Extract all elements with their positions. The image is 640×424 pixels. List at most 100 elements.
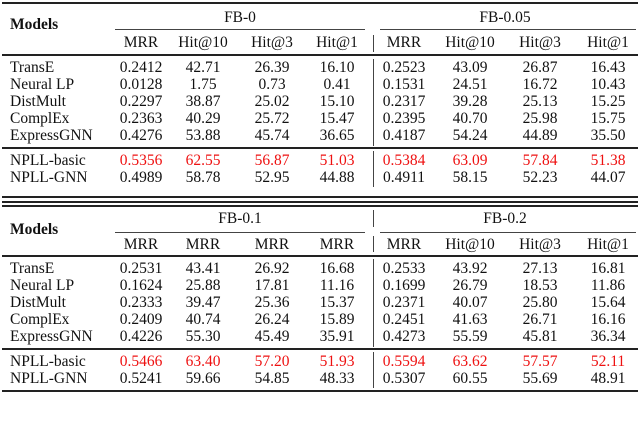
model-name: NPLL-basic [10, 353, 86, 370]
metric-value: 0.2523 [382, 59, 426, 76]
section-rule [2, 348, 638, 350]
group-header: FB-0.1 [218, 210, 262, 227]
header-rule [2, 54, 638, 56]
metric-value: 25.80 [522, 294, 558, 311]
metric-value: 0.5241 [119, 370, 163, 387]
metric-value: 45.49 [254, 328, 290, 345]
top-rule [2, 2, 638, 4]
column-header: Hit@3 [519, 236, 561, 253]
model-name: TransE [10, 59, 55, 76]
metric-value: 0.5307 [382, 370, 426, 387]
metric-value: 0.2395 [382, 110, 426, 127]
column-header: MRR [123, 236, 159, 253]
metric-value: 63.62 [452, 353, 488, 370]
metric-value: 0.0128 [119, 76, 163, 93]
models-header: Models [10, 16, 59, 33]
column-header: Hit@10 [445, 34, 495, 51]
metric-value: 55.69 [522, 370, 558, 387]
model-name: DistMult [10, 93, 66, 110]
metric-value: 40.74 [185, 311, 221, 328]
results-table: Models FB-0.1 FB-0.2 MRR MRR MRR MRR MRR Hit@10 H… [0, 200, 640, 400]
metric-value: 57.84 [522, 152, 558, 169]
model-name: ComplEx [10, 311, 70, 328]
model-name: ExpressGNN [10, 328, 93, 345]
metric-value: 40.29 [185, 110, 221, 127]
metric-value: 15.37 [319, 294, 355, 311]
metric-value: 1.75 [189, 76, 217, 93]
metric-value: 0.1624 [119, 277, 163, 294]
metric-value: 58.78 [185, 169, 221, 186]
bottom-rule [2, 390, 638, 392]
group-rule [380, 232, 636, 233]
metric-value: 0.5384 [382, 152, 426, 169]
metric-value: 43.92 [452, 260, 488, 277]
metric-value: 52.23 [522, 169, 558, 186]
metric-value: 0.2333 [119, 294, 163, 311]
metric-value: 11.16 [319, 277, 355, 294]
metric-value: 15.47 [319, 110, 355, 127]
group-rule [380, 29, 636, 30]
metric-value: 16.72 [522, 76, 558, 93]
metric-value: 48.91 [590, 370, 626, 387]
column-separator [373, 35, 374, 52]
metric-value: 15.64 [590, 294, 626, 311]
bottom-rule [2, 196, 638, 198]
column-header: Hit@10 [445, 236, 495, 253]
metric-value: 15.75 [590, 110, 626, 127]
metric-value: 51.93 [319, 353, 355, 370]
column-header: MRR [185, 236, 221, 253]
metric-value: 0.4187 [382, 127, 426, 144]
metric-value: 41.63 [452, 311, 488, 328]
metric-value: 0.4273 [382, 328, 426, 345]
models-header: Models [10, 221, 59, 238]
column-separator [373, 59, 374, 146]
metric-value: 54.24 [452, 127, 488, 144]
column-header: MRR [386, 236, 422, 253]
metric-value: 0.4911 [382, 169, 426, 186]
column-header: MRR [319, 236, 355, 253]
metric-value: 26.24 [254, 311, 290, 328]
metric-value: 62.55 [185, 152, 221, 169]
model-name: NPLL-GNN [10, 370, 88, 387]
metric-value: 16.10 [319, 59, 355, 76]
metric-value: 43.09 [452, 59, 488, 76]
metric-value: 63.40 [185, 353, 221, 370]
metric-value: 0.2533 [382, 260, 426, 277]
column-header: MRR [386, 34, 422, 51]
metric-value: 0.5594 [382, 353, 426, 370]
metric-value: 25.36 [254, 294, 290, 311]
metric-value: 26.39 [254, 59, 290, 76]
metric-value: 0.2531 [119, 260, 163, 277]
metric-value: 52.11 [590, 353, 626, 370]
metric-value: 51.03 [319, 152, 355, 169]
column-header: Hit@1 [587, 236, 629, 253]
metric-value: 0.1699 [382, 277, 426, 294]
section-rule [2, 147, 638, 149]
metric-value: 0.73 [258, 76, 286, 93]
metric-value: 25.98 [522, 110, 558, 127]
metric-value: 27.13 [522, 260, 558, 277]
metric-value: 15.25 [590, 93, 626, 110]
metric-value: 54.85 [254, 370, 290, 387]
column-header: Hit@1 [587, 34, 629, 51]
metric-value: 38.87 [185, 93, 221, 110]
metric-value: 26.92 [254, 260, 290, 277]
metric-value: 16.68 [319, 260, 355, 277]
metric-value: 26.87 [522, 59, 558, 76]
metric-value: 44.07 [590, 169, 626, 186]
model-name: NPLL-GNN [10, 169, 88, 186]
metric-value: 36.34 [590, 328, 626, 345]
metric-value: 17.81 [254, 277, 290, 294]
metric-value: 56.87 [254, 152, 290, 169]
group-header: FB-0.05 [479, 9, 531, 26]
metric-value: 55.30 [185, 328, 221, 345]
metric-value: 0.5466 [119, 353, 163, 370]
metric-value: 57.57 [522, 353, 558, 370]
metric-value: 11.86 [590, 277, 626, 294]
metric-value: 39.47 [185, 294, 221, 311]
metric-value: 43.41 [185, 260, 221, 277]
column-separator [373, 210, 374, 227]
metric-value: 35.91 [319, 328, 355, 345]
metric-value: 52.95 [254, 169, 290, 186]
group-header: FB-0.2 [483, 210, 527, 227]
